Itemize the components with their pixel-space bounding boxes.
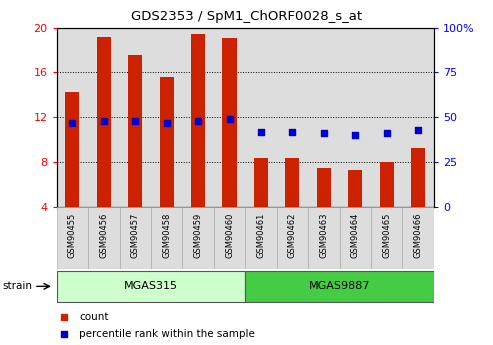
Bar <box>182 207 214 269</box>
Bar <box>151 207 182 269</box>
Bar <box>317 168 331 207</box>
Point <box>69 120 76 126</box>
Text: GSM90465: GSM90465 <box>382 212 391 258</box>
Point <box>288 129 296 135</box>
Bar <box>285 158 299 207</box>
Bar <box>245 271 434 302</box>
Point <box>100 118 108 124</box>
Point <box>257 129 265 135</box>
Bar <box>160 77 174 207</box>
Text: GSM90464: GSM90464 <box>351 212 360 258</box>
Text: GSM90457: GSM90457 <box>131 212 140 258</box>
Bar <box>151 28 182 207</box>
Text: MGAS9887: MGAS9887 <box>309 281 370 290</box>
Point <box>414 127 422 132</box>
Text: GDS2353 / SpM1_ChORF0028_s_at: GDS2353 / SpM1_ChORF0028_s_at <box>131 10 362 23</box>
Bar <box>402 28 434 207</box>
Text: strain: strain <box>2 281 33 290</box>
Bar <box>308 28 340 207</box>
Point <box>320 131 328 136</box>
Bar <box>119 207 151 269</box>
Bar <box>411 148 425 207</box>
Bar <box>66 91 79 207</box>
Bar <box>57 207 88 269</box>
Bar <box>57 271 245 302</box>
Text: GSM90456: GSM90456 <box>99 212 108 258</box>
Bar <box>340 207 371 269</box>
Bar <box>57 28 88 207</box>
Text: GSM90462: GSM90462 <box>288 212 297 258</box>
Point <box>383 131 390 136</box>
Point <box>163 120 171 126</box>
Bar <box>402 207 434 269</box>
Point <box>226 116 234 122</box>
Text: GSM90466: GSM90466 <box>414 212 423 258</box>
Point <box>310 253 318 258</box>
Text: GSM90459: GSM90459 <box>194 212 203 258</box>
Bar <box>88 207 119 269</box>
Point <box>194 118 202 124</box>
Bar <box>348 170 362 207</box>
Bar <box>214 28 246 207</box>
Text: GSM90463: GSM90463 <box>319 212 328 258</box>
Bar <box>245 28 277 207</box>
Text: GSM90460: GSM90460 <box>225 212 234 258</box>
Bar <box>371 207 402 269</box>
Text: GSM90461: GSM90461 <box>256 212 266 258</box>
Bar <box>119 28 151 207</box>
Bar <box>128 55 142 207</box>
Bar <box>254 158 268 207</box>
Point <box>310 96 318 101</box>
Bar <box>182 28 214 207</box>
Text: count: count <box>79 312 109 322</box>
Bar <box>97 37 111 207</box>
Bar <box>277 207 308 269</box>
Bar <box>277 28 308 207</box>
Point <box>131 118 139 124</box>
Bar <box>371 28 402 207</box>
Bar <box>222 38 237 207</box>
Bar <box>308 207 340 269</box>
Point <box>352 132 359 138</box>
Bar <box>340 28 371 207</box>
Bar <box>214 207 246 269</box>
Text: percentile rank within the sample: percentile rank within the sample <box>79 329 255 339</box>
Text: MGAS315: MGAS315 <box>124 281 178 290</box>
Text: GSM90458: GSM90458 <box>162 212 171 258</box>
Bar <box>191 34 205 207</box>
Bar <box>88 28 119 207</box>
Text: GSM90455: GSM90455 <box>68 212 77 258</box>
Bar <box>245 207 277 269</box>
Bar <box>380 162 394 207</box>
